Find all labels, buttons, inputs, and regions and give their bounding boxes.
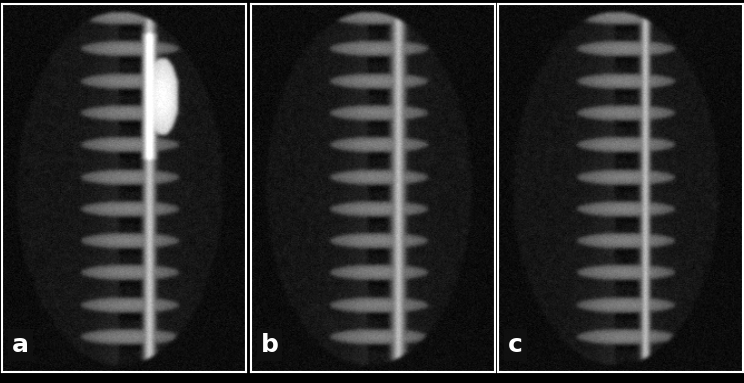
Text: b: b xyxy=(260,333,278,357)
Text: c: c xyxy=(508,333,523,357)
Text: a: a xyxy=(12,333,29,357)
